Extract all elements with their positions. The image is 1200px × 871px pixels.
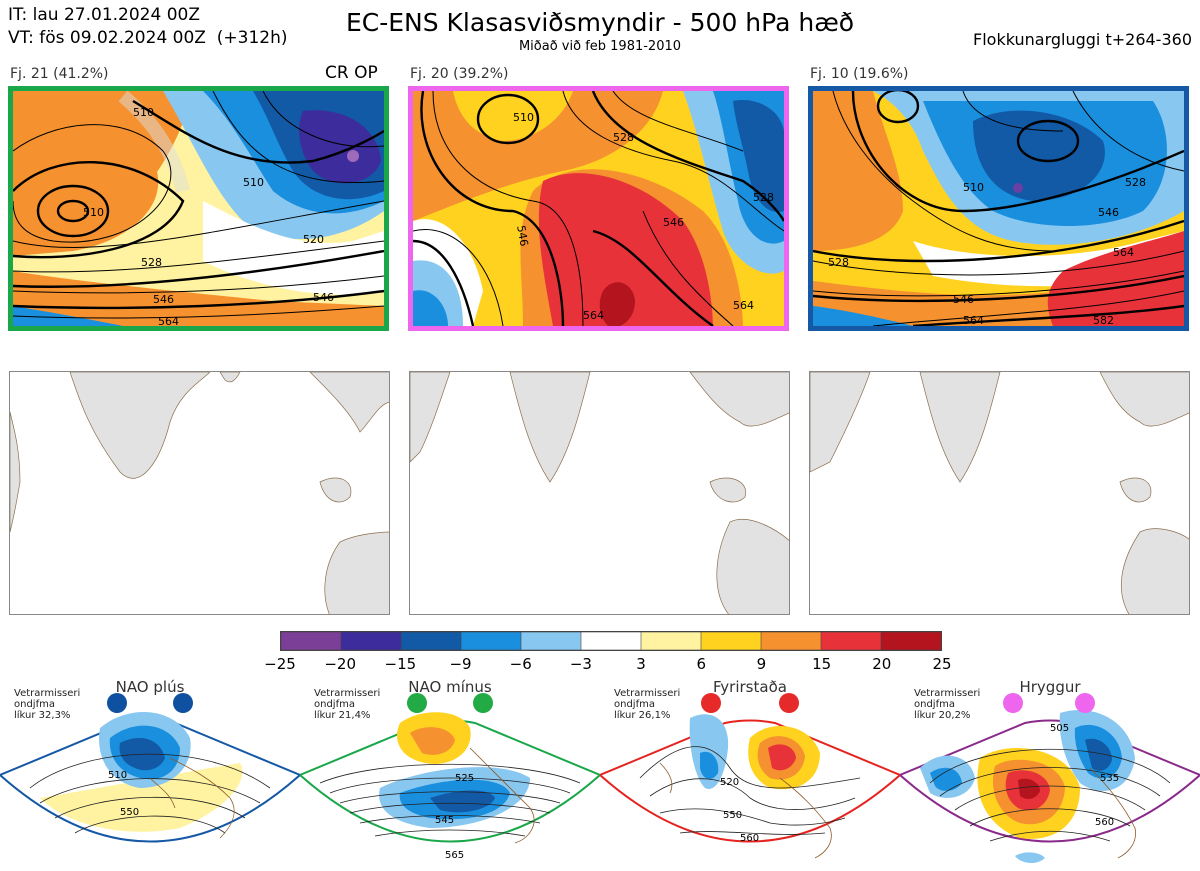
init-time: IT: lau 27.01.2024 00Z <box>8 5 200 25</box>
regime-contour-535: 535 <box>1100 773 1119 784</box>
colorbar-tick-label: −15 <box>384 655 417 673</box>
regime-dot <box>107 693 127 713</box>
regime-title: NAO mínus <box>408 678 492 696</box>
regime-nao-plus: NAO plús Vetrarmisseri ondjfma líkur 32,… <box>0 678 300 871</box>
regime-dot <box>701 693 721 713</box>
colorbar-tick-label: 6 <box>696 655 707 673</box>
regime-contour-560: 560 <box>1095 817 1114 828</box>
regime-blocking: Fyrirstaða Vetrarmisseri ondjfma líkur 2… <box>600 678 900 871</box>
regime-title: Fyrirstaða <box>713 678 787 696</box>
cluster-2-label: Fj. 20 (39.2%) <box>410 66 509 82</box>
cluster-1-badge: CR OP <box>325 63 378 83</box>
cluster-3-contour-582: 582 <box>1093 314 1114 326</box>
cluster-1-contour-546b: 546 <box>313 291 334 304</box>
regime-info: Vetrarmisseri ondjfma líkur 20,2% <box>914 688 981 721</box>
regime-title: Hryggur <box>1019 678 1081 696</box>
colorbar-tick-label: −6 <box>509 655 532 673</box>
cluster-2-contour-564: 564 <box>583 309 604 322</box>
cluster-2-contour-546b: 546 <box>663 216 684 229</box>
regime-info: Vetrarmisseri ondjfma líkur 21,4% <box>314 688 381 721</box>
regime-contour-525: 525 <box>455 773 474 784</box>
regime-contour-550: 550 <box>120 807 139 818</box>
colorbar-swatch <box>700 632 762 650</box>
colorbar-tick-label: −3 <box>569 655 592 673</box>
cluster-3-contour-564: 564 <box>963 314 984 326</box>
valid-time: VT: fös 09.02.2024 00Z (+312h) <box>8 28 288 48</box>
empty-map-1 <box>9 371 390 615</box>
regime-contour-510: 510 <box>108 770 127 781</box>
cluster-2-contour-564b: 564 <box>733 299 754 312</box>
colorbar-swatch <box>400 632 462 650</box>
colorbar-tick-label: 20 <box>872 655 892 673</box>
cluster-3-contour-510: 510 <box>963 181 984 194</box>
cluster-2-contour-546: 546 <box>514 224 530 247</box>
regime-dot <box>1003 693 1023 713</box>
regime-dot <box>407 693 427 713</box>
page-subtitle: Miðað við feb 1981-2010 <box>518 39 682 54</box>
classification-window: Flokkunargluggi t+264-360 <box>973 30 1192 49</box>
colorbar-tick-label: −20 <box>324 655 356 673</box>
cluster-1-label: Fj. 21 (41.2%) <box>10 66 109 82</box>
colorbar-tick-label: 9 <box>756 655 767 673</box>
cluster-3-map: 510 528 546 564 528 546 564 582 <box>808 86 1189 331</box>
cluster-3-contour-528b: 528 <box>1125 176 1146 189</box>
colorbar-swatch <box>640 632 702 650</box>
colorbar-tick-label: 3 <box>636 655 646 673</box>
colorbar-swatch <box>460 632 522 650</box>
regime-dot <box>779 693 799 713</box>
colorbar-swatch <box>281 632 342 650</box>
regime-title: NAO plús <box>115 678 185 696</box>
colorbar-tick-label: −9 <box>449 655 472 673</box>
cluster-1-contour-528: 528 <box>141 256 162 269</box>
regime-contour-505: 505 <box>1050 723 1069 734</box>
colorbar-tick-label: 15 <box>812 655 832 673</box>
cluster-3-contour-546: 546 <box>953 293 974 306</box>
cluster-2-contour-510: 510 <box>513 111 534 124</box>
colorbar-tick-label: −25 <box>264 655 296 673</box>
regime-contour-520: 520 <box>720 777 739 788</box>
cluster-1-contour-510: 510 <box>83 206 104 219</box>
regime-dot <box>173 693 193 713</box>
regime-dot <box>1075 693 1095 713</box>
empty-map-2 <box>409 371 790 615</box>
cluster-1-map: 528 546 564 520 546 510 510 510 <box>8 86 389 331</box>
cluster-3-contour-564b: 564 <box>1113 246 1134 259</box>
colorbar-swatch <box>580 632 642 650</box>
cluster-3-contour-546b: 546 <box>1098 206 1119 219</box>
empty-map-3 <box>809 371 1190 615</box>
regime-contour-565: 565 <box>445 850 464 861</box>
regime-info: Vetrarmisseri ondjfma líkur 26,1% <box>614 688 681 721</box>
regime-dot <box>473 693 493 713</box>
colorbar <box>280 631 942 651</box>
regime-contour-550: 550 <box>723 810 742 821</box>
colorbar-tick-label: 25 <box>932 655 952 673</box>
regime-info: Vetrarmisseri ondjfma líkur 32,3% <box>14 688 81 721</box>
regime-contour-560: 560 <box>740 833 759 844</box>
colorbar-swatch <box>880 632 941 650</box>
colorbar-swatch <box>520 632 582 650</box>
cluster-1-contour-564: 564 <box>158 315 179 326</box>
cluster-1-contour-546: 546 <box>153 293 174 306</box>
cluster-3-label: Fj. 10 (19.6%) <box>810 66 909 82</box>
cluster-3-contour-528: 528 <box>828 256 849 269</box>
colorbar-swatch <box>820 632 882 650</box>
cluster-1-contour-510c: 510 <box>133 106 154 119</box>
colorbar-swatch <box>760 632 822 650</box>
cluster-2-contour-528: 528 <box>613 131 634 144</box>
cluster-2-contour-528b: 528 <box>753 191 774 204</box>
regime-nao-minus: NAO mínus Vetrarmisseri ondjfma líkur 21… <box>300 678 600 871</box>
colorbar-swatch <box>340 632 402 650</box>
page-title: EC-ENS Klasasviðsmyndir - 500 hPa hæð <box>345 8 855 37</box>
cluster-2-map: 510 528 546 546 528 564 564 <box>408 86 789 331</box>
regime-contour-545: 545 <box>435 815 454 826</box>
cluster-1-contour-510b: 510 <box>243 176 264 189</box>
regime-ridge: Hryggur Vetrarmisseri ondjfma líkur 20,2… <box>900 678 1200 871</box>
cluster-1-contour-520: 520 <box>303 233 324 246</box>
